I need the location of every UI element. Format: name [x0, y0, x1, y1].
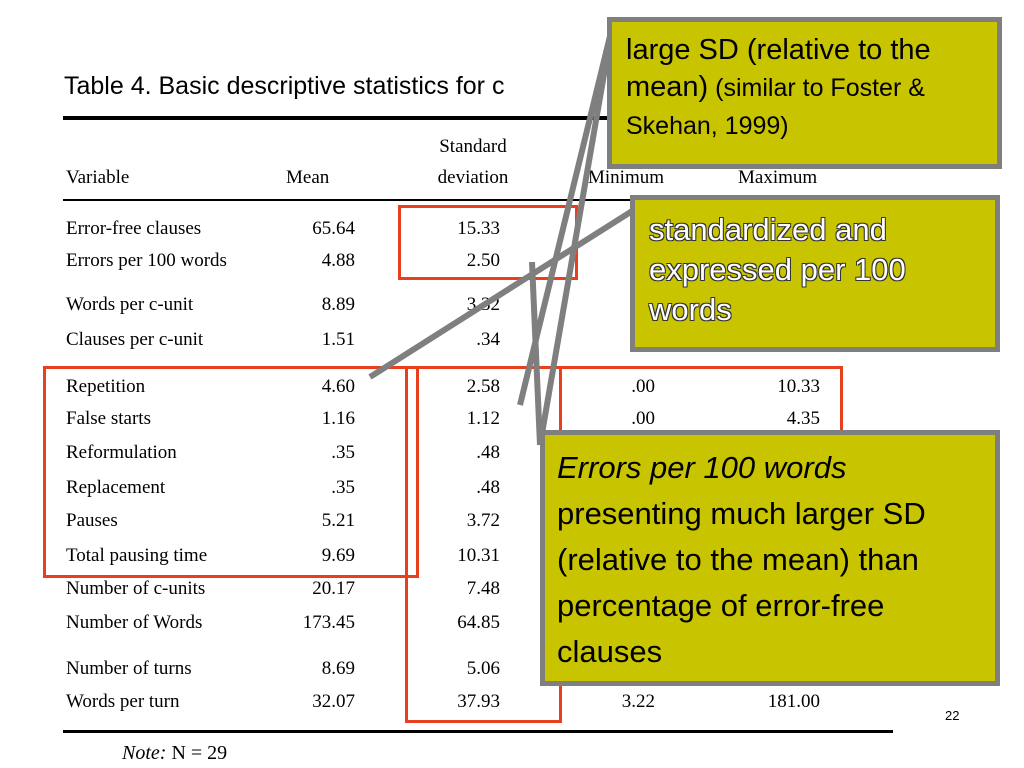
cell-max: 181.00 [767, 691, 820, 712]
table-bottom-rule [63, 730, 893, 733]
cell-sd: .34 [476, 329, 500, 350]
cell-max: 4.35 [786, 408, 820, 429]
cell-sd: 2.50 [466, 250, 500, 271]
cell-sd: .48 [476, 442, 500, 463]
cell-mean: 20.17 [312, 578, 355, 599]
cell-variable: Pauses [66, 510, 118, 531]
cell-mean: 8.69 [321, 658, 355, 679]
callout-errors-rest: presenting much larger SD (relative to t… [557, 496, 926, 669]
cell-variable: Errors per 100 words [66, 250, 227, 271]
callout-standardized: standardized and expressed per 100 words [630, 195, 1000, 352]
cell-variable: Reformulation [66, 442, 177, 463]
cell-sd: 5.06 [466, 658, 500, 679]
cell-sd: 2.58 [466, 376, 500, 397]
cell-min: 3.22 [621, 691, 655, 712]
callout-errors-per-100: Errors per 100 words presenting much lar… [540, 430, 1000, 686]
cell-variable: Words per c-unit [66, 294, 194, 315]
cell-mean: 32.07 [312, 691, 355, 712]
cell-mean: 9.69 [321, 545, 355, 566]
note-value: N = 29 [171, 742, 228, 764]
highlight-box-disfluency-rows [43, 366, 419, 578]
cell-mean: .35 [331, 442, 355, 463]
cell-variable: False starts [66, 408, 151, 429]
header-minimum: Minimum [588, 167, 665, 188]
note-prefix: Note: [122, 742, 172, 764]
cell-mean: 65.64 [312, 218, 355, 239]
cell-variable: Repetition [66, 376, 146, 397]
header-sd-line2: deviation [437, 167, 509, 188]
connector-line [529, 261, 543, 446]
cell-min: .00 [631, 408, 655, 429]
connector-line [537, 27, 615, 446]
cell-sd: 1.12 [466, 408, 500, 429]
cell-sd: 37.93 [457, 691, 500, 712]
header-variable: Variable [66, 167, 130, 188]
header-mean: Mean [286, 167, 330, 188]
table-top-rule [63, 116, 893, 120]
table-title: Table 4. Basic descriptive statistics fo… [64, 72, 505, 100]
page-number: 22 [945, 708, 960, 723]
header-sd-line1: Standard [439, 136, 507, 157]
cell-variable: Replacement [66, 477, 166, 498]
cell-min: .00 [631, 376, 655, 397]
cell-mean: 1.51 [321, 329, 355, 350]
cell-sd: 3.72 [466, 510, 500, 531]
cell-mean: .35 [331, 477, 355, 498]
callout-errors-italic: Errors per 100 words [557, 450, 847, 485]
cell-variable: Number of turns [66, 658, 192, 679]
cell-max: 10.33 [777, 376, 820, 397]
cell-mean: 4.88 [321, 250, 355, 271]
table-note: Note: N = 29 [122, 742, 227, 765]
cell-sd: 10.31 [457, 545, 500, 566]
cell-sd: 7.48 [466, 578, 500, 599]
cell-mean: 8.89 [321, 294, 355, 315]
cell-variable: Number of Words [66, 612, 203, 633]
cell-mean: 1.16 [321, 408, 355, 429]
cell-variable: Error-free clauses [66, 218, 202, 239]
cell-mean: 173.45 [302, 612, 355, 633]
cell-variable: Number of c-units [66, 578, 206, 599]
cell-mean: 4.60 [321, 376, 355, 397]
header-maximum: Maximum [738, 167, 818, 188]
table-header-rule [63, 199, 893, 201]
callout-large-sd: large SD (relative to the mean) (similar… [607, 17, 1002, 169]
cell-sd: .48 [476, 477, 500, 498]
callout-large-sd-main: large SD (relative to the mean) [626, 34, 931, 103]
callout-standardized-text: standardized and expressed per 100 words [649, 212, 906, 327]
cell-variable: Words per turn [66, 691, 180, 712]
cell-mean: 5.21 [321, 510, 355, 531]
callout-large-sd-small: (similar to Foster & Skehan, 1999) [626, 74, 925, 140]
cell-sd: 64.85 [457, 612, 500, 633]
cell-sd: 15.33 [457, 218, 500, 239]
cell-variable: Total pausing time [66, 545, 208, 566]
connector-line [368, 203, 642, 380]
cell-variable: Clauses per c-unit [66, 329, 204, 350]
